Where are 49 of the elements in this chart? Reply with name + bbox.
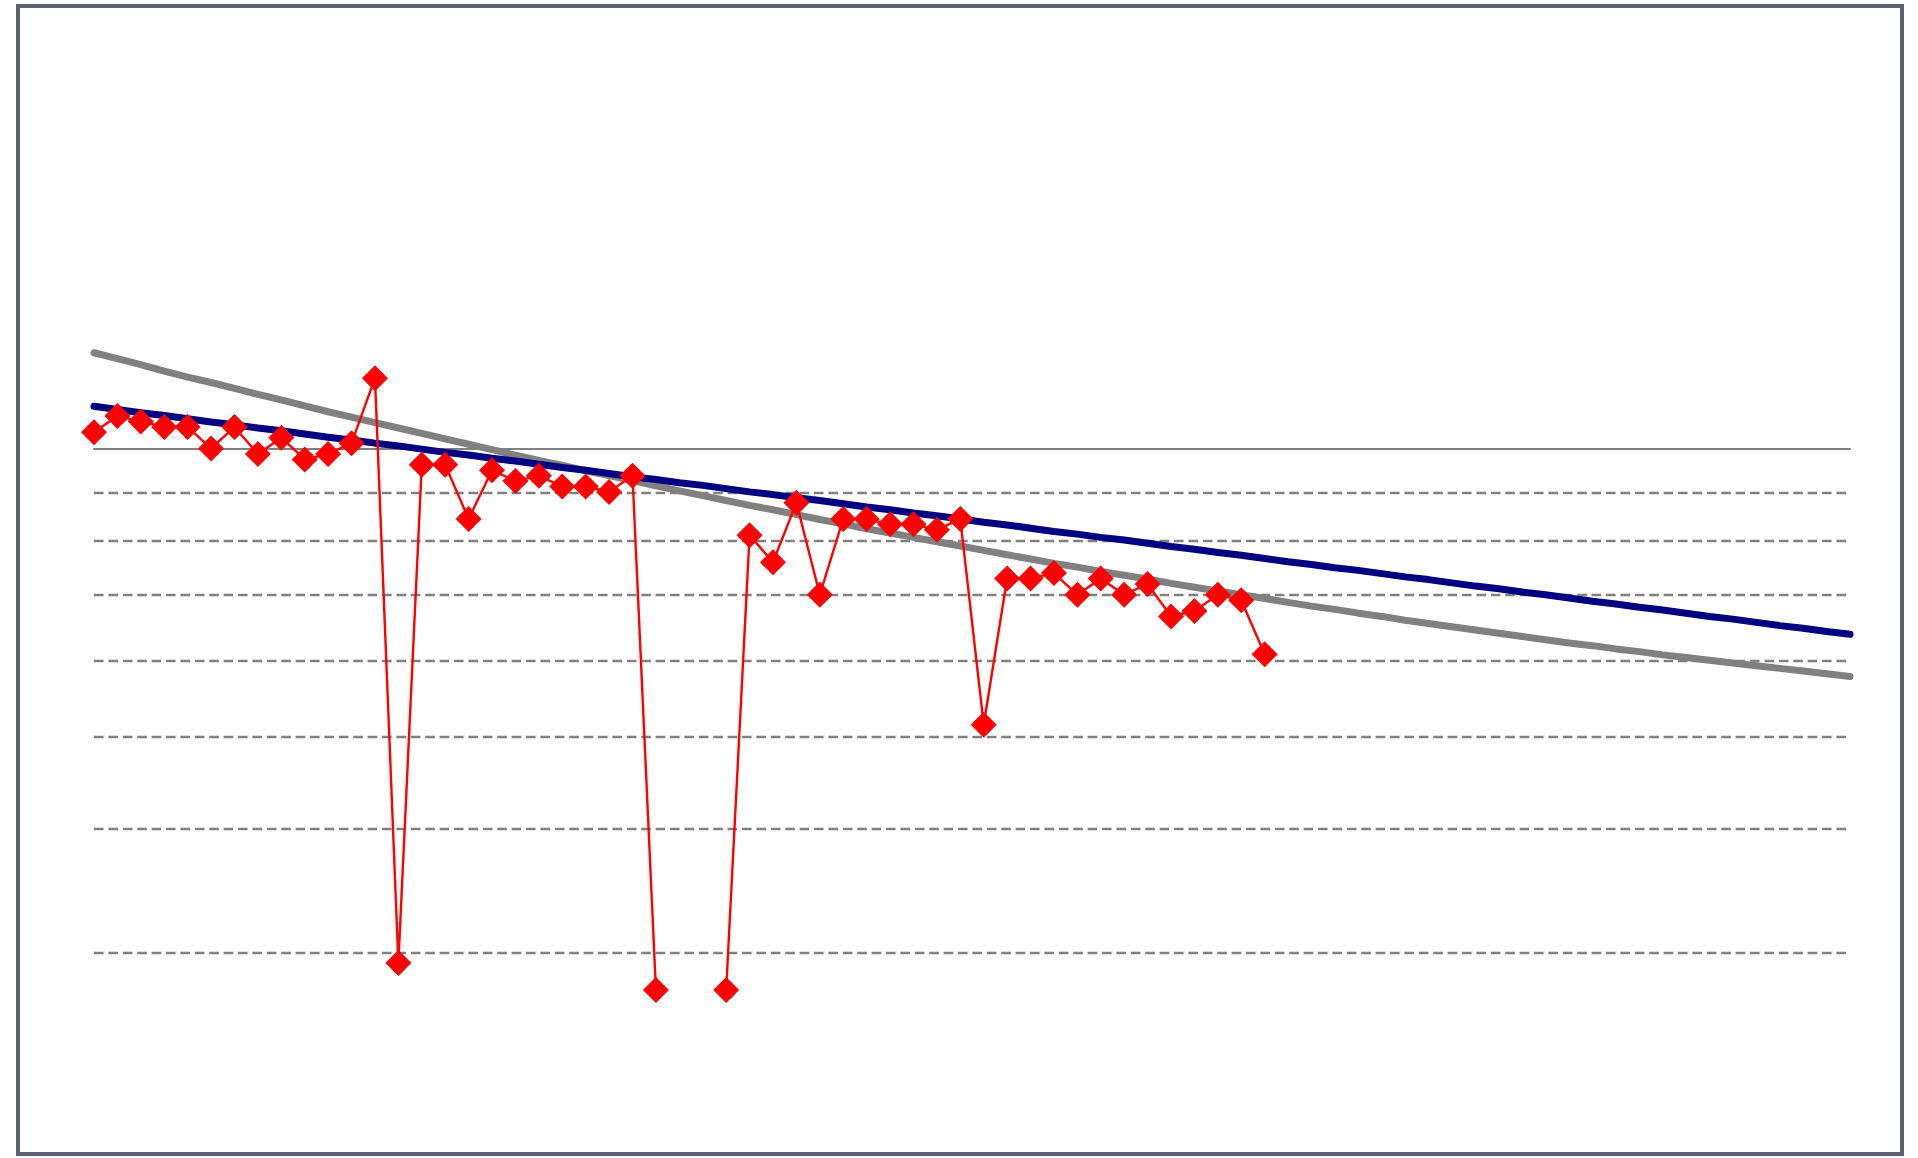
point — [525, 462, 552, 489]
point — [291, 446, 318, 473]
point — [338, 430, 365, 457]
point — [81, 419, 107, 446]
point — [104, 403, 131, 430]
point — [315, 440, 342, 467]
point — [268, 424, 295, 451]
point — [221, 413, 248, 440]
point — [127, 408, 154, 435]
point — [1040, 560, 1067, 587]
point — [806, 581, 833, 608]
point — [385, 949, 412, 976]
point — [736, 522, 763, 549]
point — [479, 457, 506, 484]
point — [432, 451, 459, 478]
point — [244, 440, 271, 467]
point — [572, 473, 599, 500]
point — [1251, 641, 1278, 668]
point — [502, 468, 529, 495]
point — [361, 365, 388, 392]
point — [783, 489, 810, 516]
point — [947, 505, 974, 532]
point — [549, 473, 576, 500]
point — [923, 516, 950, 543]
point — [830, 505, 857, 532]
point — [1204, 581, 1231, 608]
point — [1017, 565, 1044, 592]
point — [619, 462, 646, 489]
point — [713, 977, 740, 1003]
point — [1134, 570, 1161, 597]
point — [1181, 598, 1208, 624]
point — [900, 511, 927, 538]
point — [596, 478, 623, 505]
point — [151, 413, 178, 440]
point — [174, 413, 201, 440]
point — [455, 505, 482, 532]
point — [198, 435, 225, 462]
point — [1087, 565, 1114, 592]
point — [408, 451, 435, 478]
point — [970, 711, 997, 738]
point — [1111, 581, 1138, 608]
point — [877, 511, 904, 538]
point — [1228, 587, 1255, 614]
point — [994, 565, 1021, 592]
point — [853, 505, 880, 532]
point — [1064, 581, 1091, 608]
point — [1158, 603, 1185, 630]
point — [759, 549, 786, 576]
point — [642, 977, 669, 1003]
